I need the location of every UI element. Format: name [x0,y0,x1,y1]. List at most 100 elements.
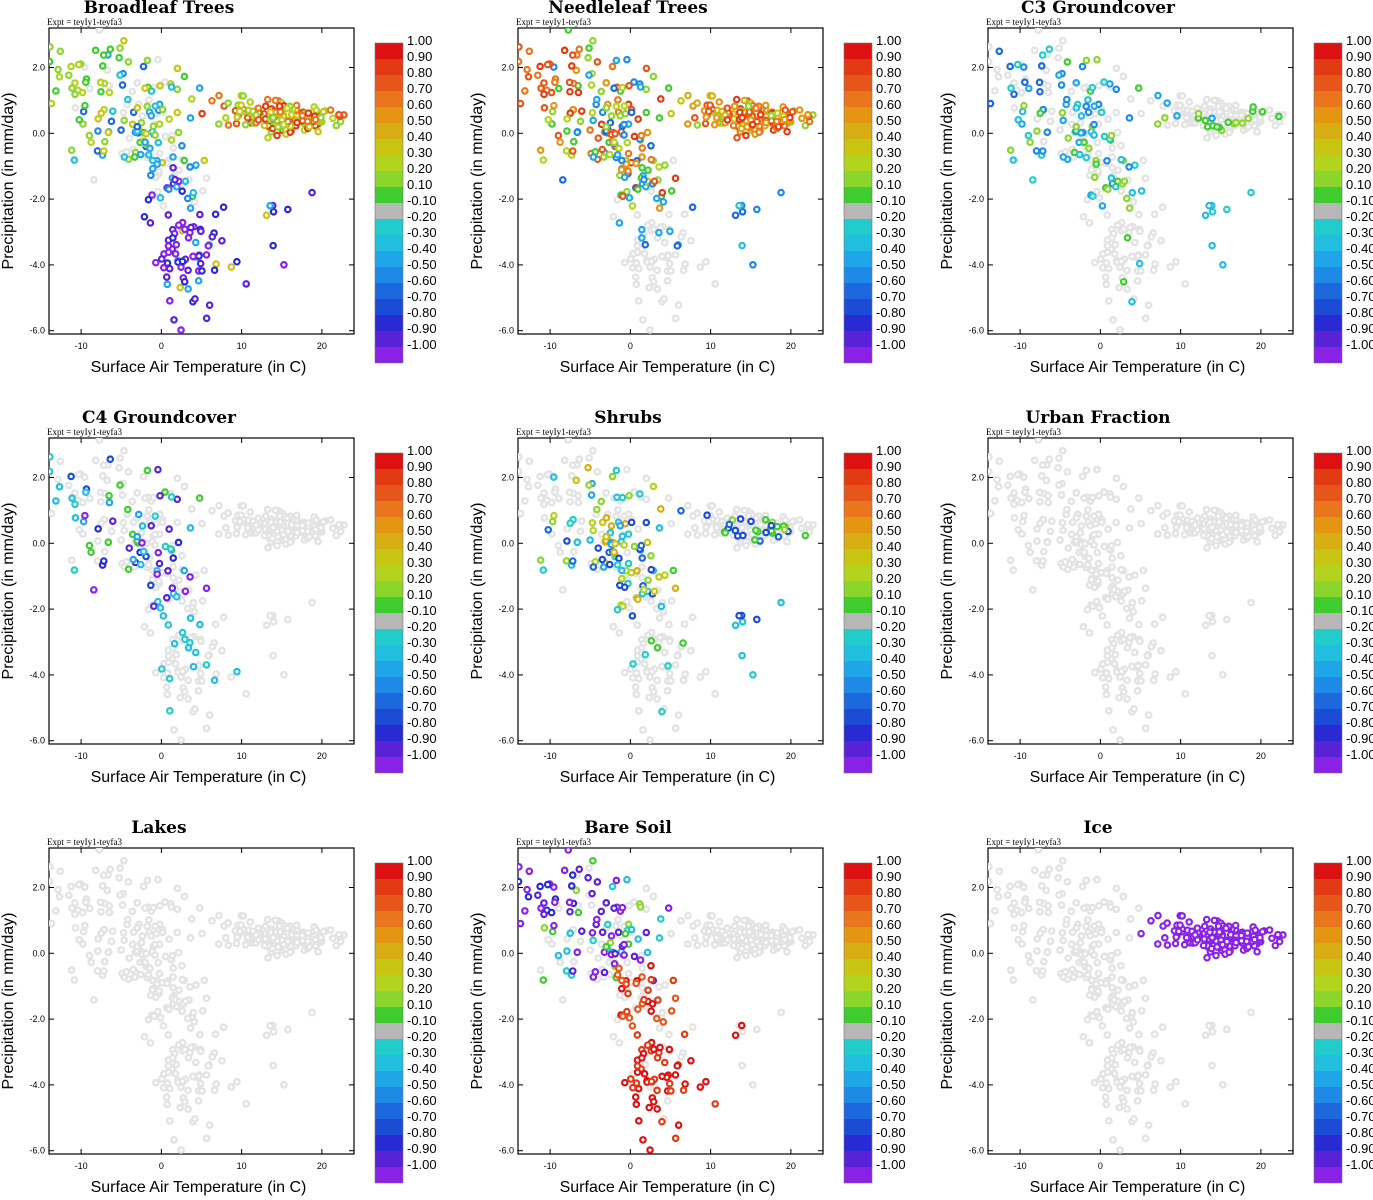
data-point [1251,926,1260,934]
data-point [1095,491,1103,500]
colorbar-swatch [375,991,403,1007]
data-point [777,1008,785,1017]
data-point [671,584,680,593]
data-point [1135,669,1144,678]
colorbar-label: 0.70 [876,901,901,916]
panel-title: C4 Groundcover [82,408,237,428]
data-point [1094,577,1102,586]
data-point [625,194,634,202]
data-point [1247,188,1255,197]
y-tick-label: -4.0 [29,670,45,680]
data-point [116,44,124,52]
colorbar-label: 0.40 [876,949,901,964]
experiment-label: Expt = teyIy1-teyfa3 [516,837,592,847]
data-point [614,915,622,924]
data-point [562,967,571,975]
y-axis-label: Precipitation (in mm/day) [939,93,956,270]
data-point [1095,81,1103,90]
data-point [625,81,633,90]
data-point [1075,560,1084,569]
colorbar-swatch [375,975,403,991]
data-point [618,903,627,912]
data-point [610,548,618,557]
data-point [1045,45,1054,54]
data-point [326,106,335,114]
data-point [1100,952,1109,961]
data-point [1026,548,1034,557]
colorbar-swatch [1314,911,1342,927]
data-point [608,882,617,891]
data-point [326,516,335,524]
data-point [183,604,192,613]
data-point [673,242,682,250]
data-point [588,928,597,937]
data-point [202,661,211,669]
data-point [988,452,993,461]
data-point [149,903,158,912]
data-point [1085,554,1093,563]
data-point [536,146,545,154]
data-point [773,522,782,531]
data-point [990,907,999,915]
data-point [1201,1031,1210,1040]
data-point [597,497,606,506]
data-point [158,928,167,937]
data-point [334,520,343,529]
colorbar-swatch [844,597,872,613]
data-point [1087,566,1096,575]
data-point [151,131,159,139]
data-point [181,225,189,234]
data-point [1154,911,1162,920]
data-point [1103,595,1112,604]
data-point [1039,137,1048,146]
data-point [667,1007,676,1015]
data-point [620,258,629,267]
data-point [90,586,98,594]
colorbar-label: 0.10 [876,587,901,602]
data-point [748,1080,757,1089]
data-point [751,526,760,535]
colorbar-frame [1313,862,1343,1184]
data-point [1090,131,1098,139]
data-point [554,494,563,503]
colorbar-label: 0.80 [407,65,432,80]
data-point [1020,101,1028,110]
data-point [525,457,534,466]
data-point [1090,530,1098,539]
colorbar-label: -0.30 [876,1045,906,1060]
colorbar-swatch [375,139,403,155]
data-point [1089,192,1097,201]
data-point [181,177,190,186]
data-point [584,463,592,472]
colorbar-label: 0.30 [876,555,901,570]
data-point [128,497,137,506]
data-point [49,99,56,108]
data-point [1043,948,1052,957]
data-point [279,940,288,949]
data-point [647,565,656,574]
data-point [1139,566,1148,575]
data-point [623,465,631,474]
data-point [576,937,585,946]
data-point [1117,155,1126,164]
data-point [143,56,152,65]
data-point [74,470,83,479]
data-point [1055,454,1063,463]
data-point [773,929,782,938]
data-point [1122,604,1131,613]
data-point [186,614,195,622]
data-point [237,921,246,930]
colorbar-swatch [844,1071,872,1087]
data-point [165,1116,174,1125]
colorbar-swatch [375,203,403,219]
data-point [1265,516,1274,524]
data-point [1176,101,1185,110]
data-point [625,901,633,910]
data-point [123,915,132,924]
data-point [1200,512,1209,521]
data-point [638,983,647,992]
data-point [1258,107,1267,116]
data-point [638,563,646,571]
data-point [173,928,182,937]
colorbar-label: -0.40 [876,1061,906,1076]
